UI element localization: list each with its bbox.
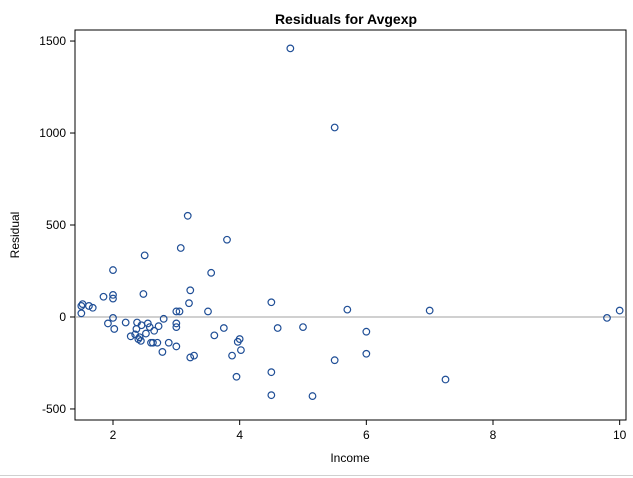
data-point — [126, 332, 135, 341]
data-point — [85, 302, 93, 310]
data-point — [232, 372, 241, 381]
data-point — [109, 291, 117, 299]
x-tick-label: 4 — [236, 428, 243, 442]
data-point — [159, 314, 168, 323]
data-point — [204, 307, 212, 316]
data-point — [425, 306, 434, 315]
data-point — [219, 324, 228, 332]
data-point — [140, 251, 149, 260]
data-point — [172, 342, 181, 351]
data-point — [267, 368, 276, 377]
data-point — [104, 319, 112, 328]
data-point — [77, 302, 86, 310]
data-point — [136, 336, 145, 345]
data-point — [615, 306, 624, 315]
data-point — [183, 211, 192, 220]
data-point — [299, 323, 307, 331]
data-point — [121, 318, 130, 327]
data-point — [172, 319, 181, 328]
data-point — [109, 294, 117, 303]
data-point — [158, 348, 167, 356]
chart-title: Residuals for Avgexp — [275, 11, 417, 27]
data-point — [267, 391, 276, 400]
data-point — [109, 314, 117, 322]
y-tick-label: 500 — [46, 218, 66, 232]
data-point — [185, 299, 193, 308]
y-tick-label: 1500 — [39, 34, 66, 48]
plot-area: 2 4 6 8 10 -500 0 500 1000 1500 — [39, 29, 627, 442]
data-point — [142, 329, 150, 338]
data-point — [99, 292, 108, 301]
bottom-divider — [0, 475, 633, 476]
data-point — [143, 319, 152, 328]
data-point — [343, 305, 352, 314]
data-point — [207, 268, 216, 277]
data-point — [235, 335, 244, 343]
x-tick-label: 2 — [110, 428, 117, 442]
data-point — [88, 303, 97, 312]
data-point — [175, 307, 184, 316]
data-point — [330, 356, 339, 365]
data-point — [153, 338, 162, 347]
data-point — [190, 351, 198, 360]
data-point — [603, 314, 611, 322]
data-point — [109, 266, 117, 274]
data-point — [441, 375, 450, 384]
data-point — [77, 309, 86, 318]
data-point — [172, 323, 181, 331]
data-point — [164, 338, 173, 347]
data-point — [228, 351, 236, 360]
data-point — [78, 300, 87, 309]
data-point — [172, 307, 181, 316]
x-axis-label: Income — [330, 451, 370, 465]
plot-frame — [74, 29, 627, 421]
y-tick-label: 0 — [59, 310, 66, 324]
data-point — [362, 327, 371, 336]
data-point — [186, 353, 195, 362]
data-point — [150, 326, 159, 335]
data-point — [135, 333, 144, 342]
data-point — [267, 298, 276, 307]
data-point — [154, 322, 163, 331]
data-point — [237, 346, 245, 354]
data-point — [286, 44, 295, 53]
data-point — [223, 235, 231, 244]
y-tick-label: 1000 — [39, 126, 66, 140]
x-tick-label: 10 — [613, 428, 627, 442]
data-point — [210, 331, 219, 340]
data-point — [186, 286, 195, 295]
data-point — [148, 338, 157, 347]
data-point — [176, 244, 185, 252]
x-tick-label: 6 — [363, 428, 370, 442]
data-point — [110, 325, 119, 333]
data-point — [139, 290, 148, 298]
y-axis-label: Residual — [8, 212, 22, 259]
data-point — [330, 123, 339, 132]
data-point — [308, 392, 317, 400]
y-tick-label: -500 — [42, 402, 66, 416]
data-point — [362, 349, 371, 358]
data-point — [273, 324, 282, 332]
x-tick-label: 8 — [490, 428, 497, 442]
